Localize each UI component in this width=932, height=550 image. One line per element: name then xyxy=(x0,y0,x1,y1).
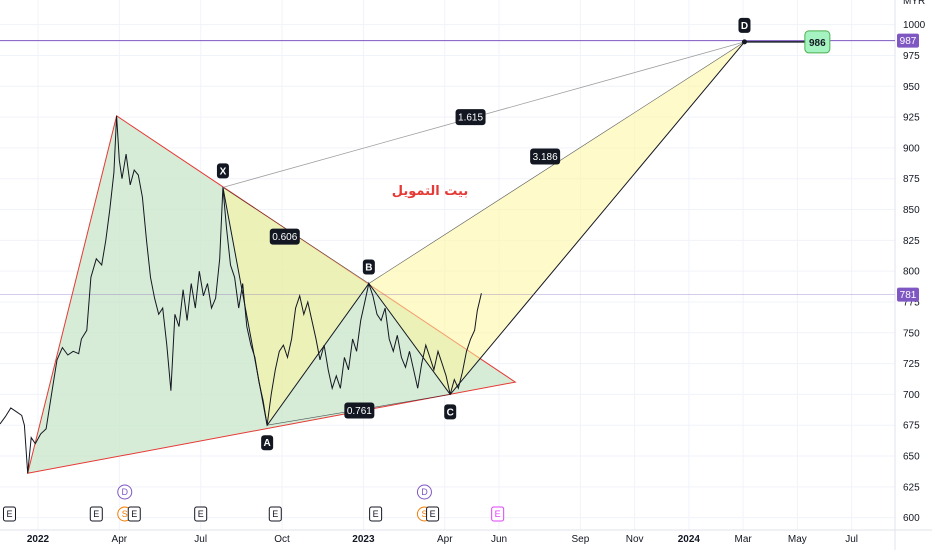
event-label: E xyxy=(373,509,379,519)
pattern-point-labels: X A B C D xyxy=(216,17,751,451)
x-tick-label: Apr xyxy=(112,534,128,545)
event-badge xyxy=(268,506,282,522)
y-tick-label: 850 xyxy=(903,205,920,216)
y-tick-label: 875 xyxy=(903,174,920,185)
event-label: E xyxy=(6,509,12,519)
y-tick-label: 600 xyxy=(903,513,920,524)
y-tick-label: 825 xyxy=(903,236,920,247)
pattern-point-box xyxy=(362,259,375,275)
y-tick-label: 625 xyxy=(903,482,920,493)
event-badge xyxy=(369,506,383,522)
event-badge xyxy=(426,506,440,522)
event-badge xyxy=(117,484,133,500)
event-badge xyxy=(491,506,505,522)
y-tick-label: 750 xyxy=(903,328,920,339)
y-tick-label: 725 xyxy=(903,359,920,370)
y-tick-label: 775 xyxy=(903,297,920,308)
x-tick-label: 2024 xyxy=(678,534,701,545)
y-tick-label: 700 xyxy=(903,390,920,401)
y-tick-label: 925 xyxy=(903,113,920,124)
x-axis[interactable]: 2022 Apr Jul Oct 2023 Apr Jun Sep Nov 2024 Mar May J… xyxy=(27,534,858,545)
x-tick-label: Jul xyxy=(194,534,207,545)
annotation-text: بيت التمويل xyxy=(392,184,468,199)
pattern-point-label: B xyxy=(365,262,372,273)
event-label: S xyxy=(421,509,427,519)
x-tick-label: Mar xyxy=(735,534,753,545)
y-tick-label: 650 xyxy=(903,452,920,463)
price-tag xyxy=(897,287,919,302)
pattern-point-label: C xyxy=(447,407,454,418)
event-label: D xyxy=(122,487,129,497)
price-series xyxy=(0,115,482,474)
pattern-point-label: A xyxy=(264,438,271,449)
price-tag-label: 987 xyxy=(900,36,917,47)
fib-ratio-label: 0.606 xyxy=(272,232,297,243)
event-badge xyxy=(2,506,16,522)
pattern-point-box xyxy=(738,17,751,33)
x-tick-label: Apr xyxy=(437,534,453,545)
target-label: 986 xyxy=(809,38,826,49)
event-label: E xyxy=(495,509,501,519)
pattern-point-label: D xyxy=(741,21,748,32)
pattern-point-box xyxy=(261,435,274,451)
y-tick-label: 675 xyxy=(903,421,920,432)
x-tick-label: Nov xyxy=(626,534,644,545)
x-tick-label: Oct xyxy=(274,534,290,545)
event-label: E xyxy=(272,509,278,519)
fib-ratio-box xyxy=(530,148,561,165)
x-tick-label: Jul xyxy=(845,534,858,545)
fib-ratio-box xyxy=(344,402,375,419)
pattern-point-box xyxy=(444,404,457,420)
event-badge xyxy=(127,506,141,522)
y-tick-label: 900 xyxy=(903,143,920,154)
event-label: E xyxy=(430,509,436,519)
event-label: D xyxy=(421,487,428,497)
y-tick-label: 800 xyxy=(903,267,920,278)
fib-ratio-box xyxy=(455,109,486,126)
event-badge xyxy=(416,484,432,500)
y-axis-unit: MYR xyxy=(903,0,925,7)
price-tag xyxy=(897,33,919,48)
pattern-point-dot xyxy=(741,39,747,45)
event-label: E xyxy=(198,509,204,519)
event-label: E xyxy=(93,509,99,519)
price-line xyxy=(0,115,482,474)
x-tick-label: 2022 xyxy=(27,534,50,545)
pattern-bcd-fill xyxy=(368,41,745,395)
x-tick-label: Jun xyxy=(491,534,507,545)
y-tick-label: 1000 xyxy=(903,20,926,31)
event-badge xyxy=(89,506,103,522)
x-tick-label: May xyxy=(788,534,807,545)
fib-ratio-label: 0.761 xyxy=(347,406,372,417)
event-markers: E E S EDE E E S EDE xyxy=(2,484,505,522)
y-axis[interactable]: 600 625 650 675 700 725 750 775 800 825 850 875 900 9… xyxy=(897,0,926,524)
fib-ratio-labels: 0.606 0.761 3.186 1.615 xyxy=(269,109,561,419)
pattern-point-box xyxy=(216,163,229,179)
fib-ratio-label: 1.615 xyxy=(458,113,483,124)
event-label: E xyxy=(131,509,137,519)
x-tick-label: Sep xyxy=(571,534,589,545)
fib-ratio-box xyxy=(269,228,300,245)
y-tick-label: 975 xyxy=(903,51,920,62)
price-tag-label: 781 xyxy=(900,290,917,301)
event-label: S xyxy=(122,509,128,519)
x-tick-label: 2023 xyxy=(352,534,375,545)
event-badge xyxy=(194,506,208,522)
y-tick-label: 950 xyxy=(903,82,920,93)
fib-ratio-label: 3.186 xyxy=(533,152,558,163)
target-badge xyxy=(804,30,831,54)
pattern-point-label: X xyxy=(220,166,227,177)
